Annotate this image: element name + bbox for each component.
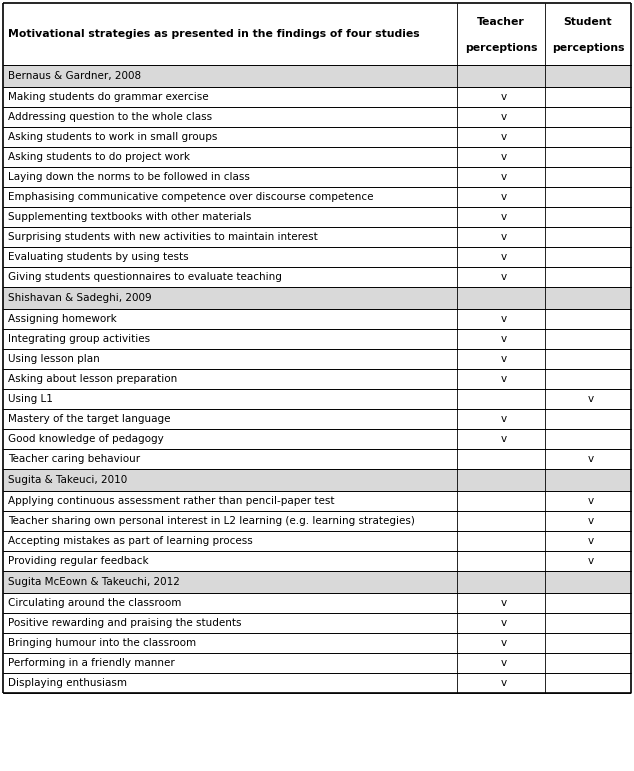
Bar [3, 613, 631, 633]
Bar [3, 107, 631, 127]
Text: v: v [501, 354, 507, 364]
Text: Providing regular feedback: Providing regular feedback [8, 556, 148, 566]
Text: v: v [501, 638, 507, 648]
Text: v: v [588, 454, 594, 464]
Text: Bernaus & Gardner, 2008: Bernaus & Gardner, 2008 [8, 71, 141, 81]
Text: v: v [501, 212, 507, 222]
Text: v: v [501, 374, 507, 384]
Bar [3, 207, 631, 227]
Text: v: v [501, 658, 507, 668]
Text: v: v [588, 536, 594, 546]
Text: perceptions: perceptions [552, 42, 624, 52]
Bar [3, 127, 631, 147]
Text: Asking about lesson preparation: Asking about lesson preparation [8, 374, 178, 384]
Text: Performing in a friendly manner: Performing in a friendly manner [8, 658, 175, 668]
Text: Sugita & Takeuci, 2010: Sugita & Takeuci, 2010 [8, 475, 127, 485]
Text: Teacher: Teacher [477, 17, 525, 27]
Bar [3, 429, 631, 449]
Text: v: v [501, 678, 507, 688]
Text: Motivational strategies as presented in the findings of four studies: Motivational strategies as presented in … [8, 29, 420, 39]
Bar [3, 633, 631, 653]
Text: v: v [501, 314, 507, 324]
Bar [3, 551, 631, 571]
Bar [3, 409, 631, 429]
Text: v: v [501, 272, 507, 282]
Text: v: v [501, 334, 507, 344]
Bar [3, 329, 631, 349]
Bar [3, 287, 631, 309]
Text: Emphasising communicative competence over discourse competence: Emphasising communicative competence ove… [8, 192, 373, 202]
Text: Asking students to do project work: Asking students to do project work [8, 152, 190, 162]
Bar [3, 491, 631, 511]
Text: Assigning homework: Assigning homework [8, 314, 117, 324]
Bar [3, 65, 631, 87]
Text: Displaying enthusiasm: Displaying enthusiasm [8, 678, 127, 688]
Text: v: v [501, 112, 507, 122]
Bar [3, 187, 631, 207]
Bar [3, 389, 631, 409]
Text: v: v [588, 496, 594, 506]
Text: v: v [501, 172, 507, 182]
Text: v: v [501, 152, 507, 162]
Text: v: v [501, 598, 507, 608]
Text: v: v [588, 556, 594, 566]
Bar [3, 3, 631, 65]
Bar [3, 571, 631, 593]
Text: Surprising students with new activities to maintain interest: Surprising students with new activities … [8, 232, 318, 242]
Text: v: v [588, 394, 594, 404]
Bar [3, 449, 631, 469]
Text: Using L1: Using L1 [8, 394, 53, 404]
Text: Shishavan & Sadeghi, 2009: Shishavan & Sadeghi, 2009 [8, 293, 152, 303]
Text: Addressing question to the whole class: Addressing question to the whole class [8, 112, 212, 122]
Text: Positive rewarding and praising the students: Positive rewarding and praising the stud… [8, 618, 242, 628]
Text: Bringing humour into the classroom: Bringing humour into the classroom [8, 638, 196, 648]
Bar [3, 531, 631, 551]
Text: v: v [501, 618, 507, 628]
Text: Laying down the norms to be followed in class: Laying down the norms to be followed in … [8, 172, 250, 182]
Bar [3, 247, 631, 267]
Text: v: v [501, 92, 507, 102]
Text: v: v [501, 232, 507, 242]
Text: Sugita McEown & Takeuchi, 2012: Sugita McEown & Takeuchi, 2012 [8, 577, 180, 587]
Text: Circulating around the classroom: Circulating around the classroom [8, 598, 181, 608]
Text: v: v [588, 516, 594, 526]
Bar [3, 349, 631, 369]
Text: Making students do grammar exercise: Making students do grammar exercise [8, 92, 209, 102]
Text: Good knowledge of pedagogy: Good knowledge of pedagogy [8, 434, 164, 444]
Bar [3, 167, 631, 187]
Bar [3, 87, 631, 107]
Text: v: v [501, 132, 507, 142]
Text: Teacher caring behaviour: Teacher caring behaviour [8, 454, 140, 464]
Text: Asking students to work in small groups: Asking students to work in small groups [8, 132, 217, 142]
Bar [3, 469, 631, 491]
Text: v: v [501, 252, 507, 262]
Text: Teacher sharing own personal interest in L2 learning (e.g. learning strategies): Teacher sharing own personal interest in… [8, 516, 415, 526]
Text: Student: Student [564, 17, 612, 27]
Bar [3, 147, 631, 167]
Text: Accepting mistakes as part of learning process: Accepting mistakes as part of learning p… [8, 536, 253, 546]
Text: Mastery of the target language: Mastery of the target language [8, 414, 171, 424]
Bar [3, 267, 631, 287]
Bar [3, 309, 631, 329]
Bar [3, 673, 631, 693]
Bar [3, 227, 631, 247]
Text: Evaluating students by using tests: Evaluating students by using tests [8, 252, 189, 262]
Text: perceptions: perceptions [465, 42, 537, 52]
Bar [3, 369, 631, 389]
Text: Integrating group activities: Integrating group activities [8, 334, 150, 344]
Text: v: v [501, 434, 507, 444]
Text: Using lesson plan: Using lesson plan [8, 354, 100, 364]
Bar [3, 653, 631, 673]
Text: Applying continuous assessment rather than pencil-paper test: Applying continuous assessment rather th… [8, 496, 335, 506]
Bar [3, 593, 631, 613]
Text: Supplementing textbooks with other materials: Supplementing textbooks with other mater… [8, 212, 251, 222]
Text: Giving students questionnaires to evaluate teaching: Giving students questionnaires to evalua… [8, 272, 282, 282]
Text: v: v [501, 192, 507, 202]
Text: v: v [501, 414, 507, 424]
Bar [3, 511, 631, 531]
